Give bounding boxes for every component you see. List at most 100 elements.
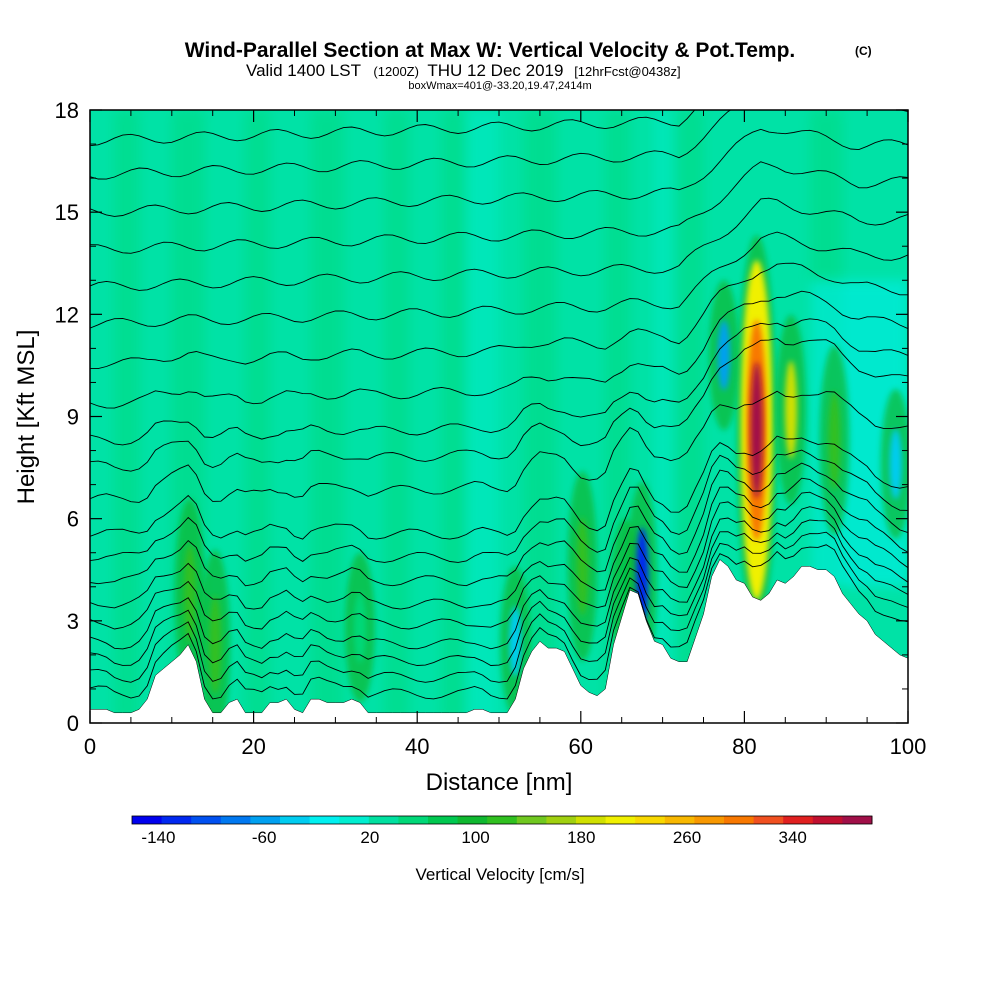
- theta-contour: [90, 506, 908, 650]
- colorbar-swatch: [161, 816, 192, 824]
- x-tick-label: 0: [84, 734, 96, 759]
- x-tick-label: 20: [241, 734, 265, 759]
- colorbar-swatch: [191, 816, 222, 824]
- theta-contour: [90, 435, 908, 540]
- y-tick-label: 9: [67, 405, 79, 430]
- velocity-band: [384, 110, 410, 723]
- y-tick-label: 3: [67, 609, 79, 634]
- theta-contour: [90, 197, 908, 291]
- theta-contour: [90, 390, 908, 503]
- velocity-features: [174, 235, 908, 723]
- theta-contour: [90, 491, 908, 630]
- subtitle-date: THU 12 Dec 2019: [427, 61, 563, 80]
- colorbar-swatch: [546, 816, 577, 824]
- colorbar-tick-label: 100: [461, 828, 489, 847]
- velocity-feature: [889, 429, 902, 500]
- y-axis-label: Height [Kft MSL]: [13, 330, 40, 505]
- colorbar-tick-label: 340: [779, 828, 807, 847]
- colorbar-swatch: [368, 816, 399, 824]
- y-tick-label: 12: [55, 302, 79, 327]
- subtitle-valid: Valid 1400 LST: [246, 61, 361, 80]
- terrain: [90, 559, 908, 723]
- x-axis-label: Distance [nm]: [426, 769, 573, 796]
- x-tick-label: 60: [569, 734, 593, 759]
- colorbar-tick-label: 20: [360, 828, 379, 847]
- x-tick-label: 100: [890, 734, 927, 759]
- colorbar-swatch: [842, 816, 873, 824]
- theta-contours: [90, 110, 908, 700]
- theta-contour: [90, 531, 908, 683]
- colorbar-swatch: [753, 816, 784, 824]
- theta-contour: [90, 262, 908, 370]
- velocity-feature: [576, 517, 589, 616]
- x-tick-label: 80: [732, 734, 756, 759]
- colorbar-swatch: [428, 816, 459, 824]
- theta-contour: [90, 290, 908, 409]
- colorbar-swatch: [487, 816, 518, 824]
- velocity-feature: [183, 544, 196, 643]
- colorbar-swatch: [457, 816, 488, 824]
- velocity-band: [466, 110, 499, 723]
- velocity-feature: [828, 391, 841, 490]
- colorbar-swatch: [398, 816, 429, 824]
- theta-contour: [90, 544, 908, 700]
- theta-contour: [90, 449, 908, 563]
- velocity-band: [678, 110, 704, 723]
- theta-contour: [90, 128, 908, 217]
- velocity-band: [654, 110, 671, 723]
- chart-title: Wind-Parallel Section at Max W: Vertical…: [185, 39, 796, 62]
- chart-title-mark: (C): [855, 44, 872, 58]
- velocity-band: [245, 110, 270, 723]
- velocity-feature: [509, 606, 522, 677]
- y-tick-label: 0: [67, 711, 79, 736]
- x-tick-label: 40: [405, 734, 429, 759]
- colorbar-swatch: [309, 816, 340, 824]
- velocity-feature: [353, 592, 366, 663]
- colorbar-swatch: [724, 816, 755, 824]
- colorbar-swatch: [635, 816, 666, 824]
- y-tick-label: 18: [55, 98, 79, 123]
- velocity-feature: [717, 320, 730, 391]
- plot-area: [90, 110, 908, 723]
- colorbar-swatch: [605, 816, 636, 824]
- colorbar-tick-label: 260: [673, 828, 701, 847]
- colorbar-swatch: [132, 816, 163, 824]
- velocity-feature: [785, 360, 798, 459]
- theta-contour: [90, 161, 908, 254]
- velocity-band: [114, 110, 140, 723]
- y-tick-label: 6: [67, 507, 79, 532]
- theta-contour: [90, 338, 908, 472]
- colorbar-swatch: [812, 816, 843, 824]
- theta-contour: [90, 462, 908, 587]
- axes: 0 20 40 60 80 100 0 3 6 9 12 15 18: [55, 98, 927, 759]
- colorbar-swatch: [220, 816, 251, 824]
- theta-contour: [90, 110, 696, 147]
- theta-contour: [90, 519, 908, 666]
- theta-contour: [90, 110, 908, 180]
- colorbar-swatch: [516, 816, 547, 824]
- subtitle-fcst: [12hrFcst@0438z]: [574, 64, 680, 79]
- theta-contour: [90, 318, 908, 446]
- colorbar-label: Vertical Velocity [cm/s]: [415, 865, 584, 884]
- theta-contour: [90, 477, 908, 610]
- colorbar-swatch: [250, 816, 281, 824]
- colorbar-tick-label: 180: [567, 828, 595, 847]
- colorbar-swatch: [576, 816, 607, 824]
- y-tick-label: 15: [55, 200, 79, 225]
- colorbar-frame: [131, 815, 873, 825]
- theta-contour: [90, 231, 908, 329]
- chart-subtitle: Valid 1400 LST (1200Z) THU 12 Dec 2019 […: [246, 61, 681, 80]
- colorbar-swatch: [664, 816, 695, 824]
- colorbar-tick-label: -140: [141, 828, 175, 847]
- colorbar-swatch: [339, 816, 370, 824]
- subtitle-utc: (1200Z): [373, 64, 419, 79]
- colorbar-swatch: [280, 816, 311, 824]
- velocity-band: [441, 110, 467, 723]
- colorbar-tick-label: -60: [252, 828, 277, 847]
- chart-box-info: boxWmax=401@-33.20,19.47,2414m: [408, 80, 591, 92]
- velocity-feature: [750, 362, 763, 499]
- colorbar-swatch: [783, 816, 814, 824]
- colorbar-swatch: [694, 816, 725, 824]
- colorbar: -140 -60 20 100 180 260 340: [131, 815, 873, 847]
